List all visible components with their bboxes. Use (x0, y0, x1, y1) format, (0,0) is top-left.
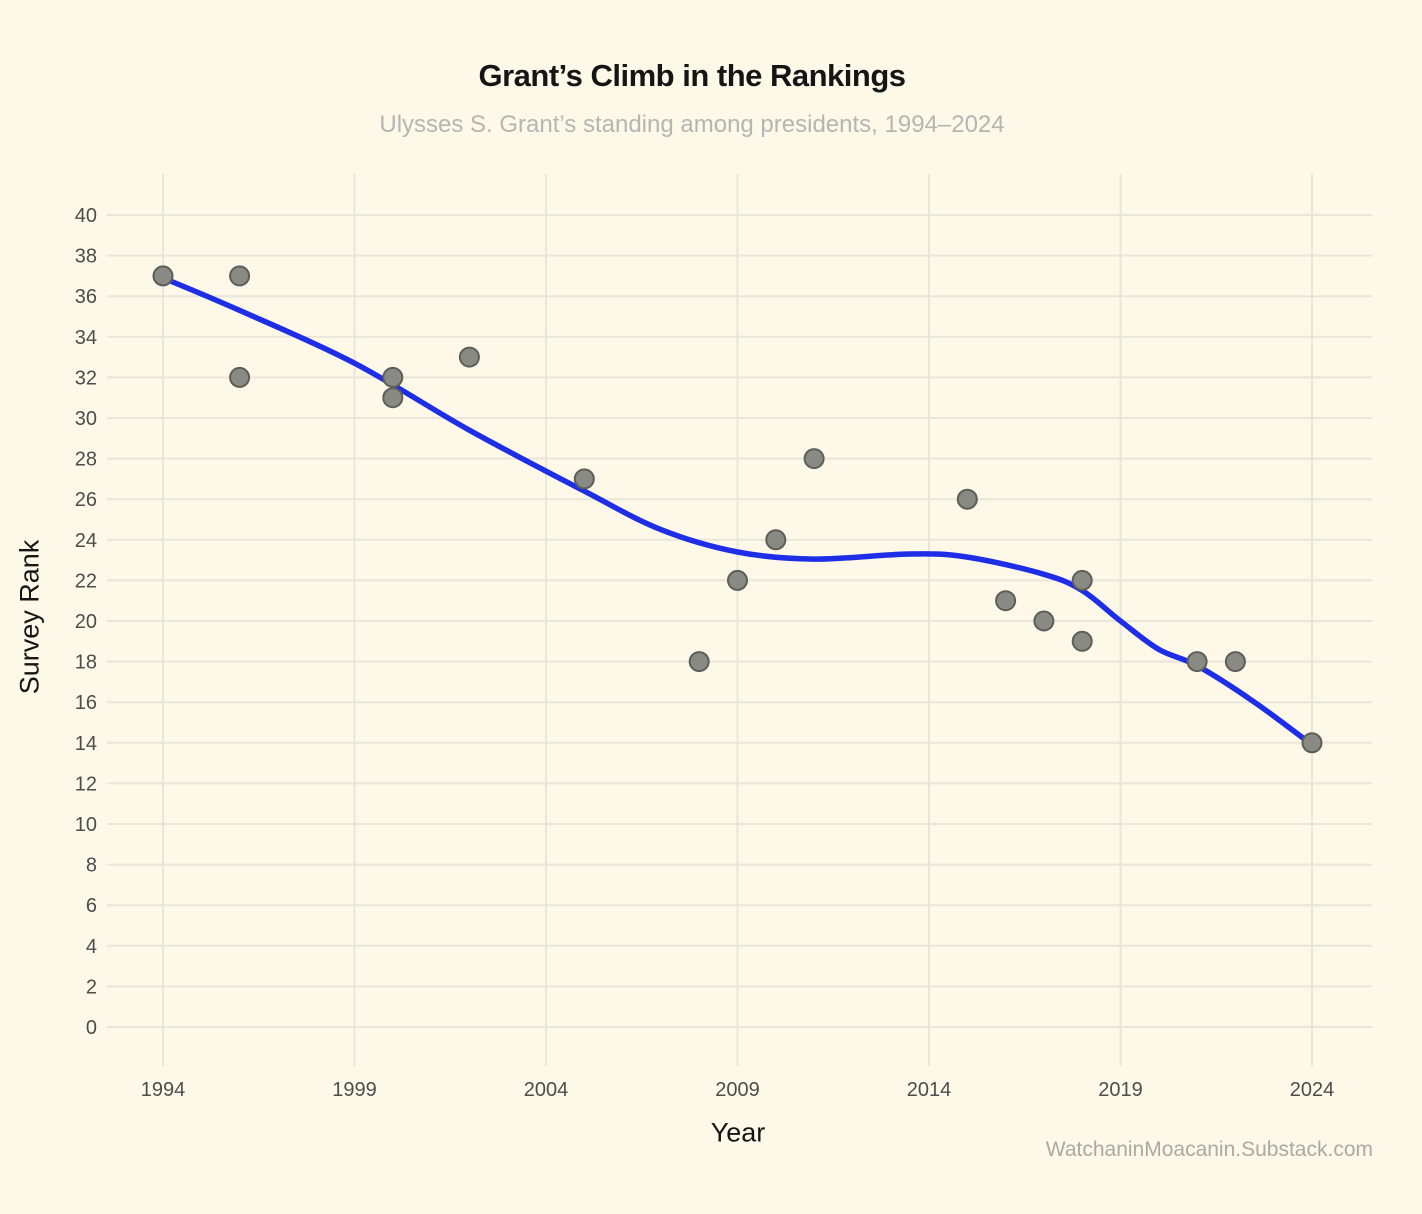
y-tick-label: 8 (86, 855, 97, 877)
y-tick-label: 32 (75, 367, 97, 389)
data-point (458, 346, 480, 368)
y-tick-label: 14 (75, 733, 97, 755)
y-tick-label: 2 (86, 976, 97, 998)
y-tick-label: 20 (75, 611, 97, 633)
y-tick-label: 36 (75, 286, 97, 308)
y-tick-label: 0 (86, 1017, 97, 1039)
chart-subtitle: Ulysses S. Grant’s standing among presid… (379, 111, 1005, 138)
y-tick-label: 22 (75, 570, 97, 592)
y-tick-label: 16 (75, 692, 97, 714)
watermark: WatchaninMoacanin.Substack.com (1045, 1138, 1373, 1161)
data-point (727, 569, 748, 591)
data-point (382, 366, 404, 388)
data-point (1301, 732, 1323, 754)
y-tick-label: 24 (75, 530, 97, 552)
x-tick-label: 2024 (1290, 1079, 1335, 1101)
data-point (803, 448, 825, 470)
y-tick-label: 10 (75, 814, 97, 836)
data-point (382, 387, 404, 409)
x-axis-title: Year (710, 1117, 766, 1148)
y-tick-label: 28 (75, 449, 97, 471)
y-tick-label: 34 (75, 327, 97, 349)
data-point (1186, 651, 1208, 673)
y-tick-label: 12 (75, 773, 97, 795)
chart-title: Grant’s Climb in the Rankings (478, 58, 906, 93)
x-tick-label: 2004 (524, 1079, 569, 1101)
x-tick-label: 1994 (141, 1079, 186, 1101)
data-point (152, 265, 174, 287)
y-tick-label: 4 (86, 936, 97, 958)
data-point (995, 590, 1017, 612)
data-point (956, 488, 978, 510)
x-tick-label: 2009 (715, 1079, 760, 1101)
x-tick-label: 2019 (1098, 1079, 1143, 1101)
data-point (1071, 630, 1093, 652)
data-point (573, 468, 595, 490)
y-tick-label: 6 (86, 895, 97, 917)
y-tick-label: 38 (75, 246, 97, 268)
data-point (688, 651, 710, 673)
y-tick-label: 18 (75, 652, 97, 674)
data-point (1224, 651, 1246, 673)
y-axis-title: Survey Rank (14, 539, 45, 695)
x-tick-label: 1999 (332, 1079, 377, 1101)
x-tick-label: 2014 (907, 1079, 952, 1101)
y-tick-label: 40 (75, 205, 97, 227)
y-tick-label: 26 (75, 489, 97, 511)
data-point (1033, 610, 1055, 632)
data-point (229, 366, 251, 388)
data-point (765, 529, 787, 551)
title-block: Grant’s Climb in the Rankings Ulysses S.… (0, 58, 1384, 139)
y-tick-label: 30 (75, 408, 97, 430)
data-point (229, 265, 251, 287)
data-point (1071, 569, 1093, 591)
